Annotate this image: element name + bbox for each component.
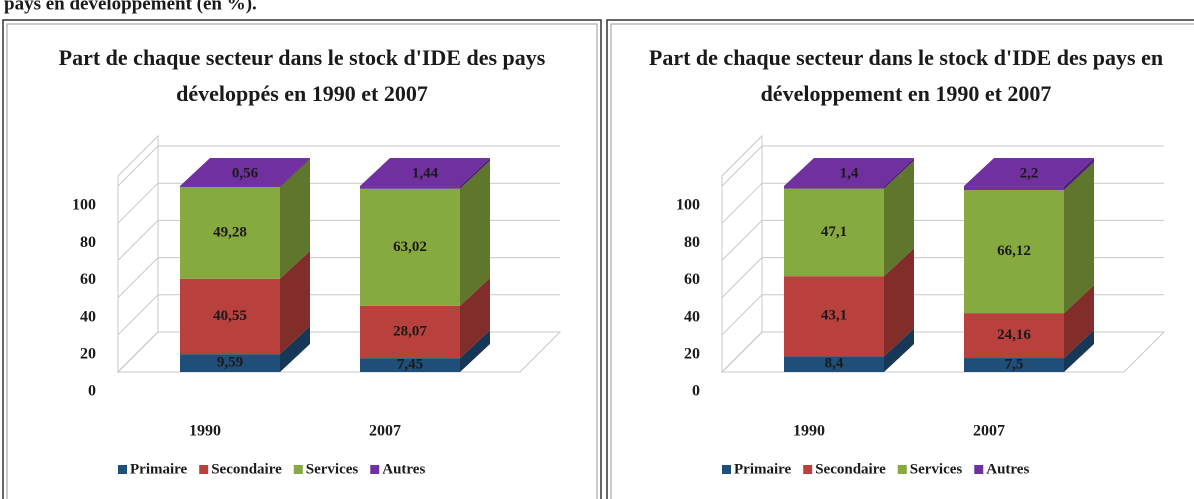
bar-top xyxy=(784,158,914,186)
bar-side xyxy=(884,248,914,357)
bar xyxy=(180,187,280,279)
legend-label: Autres xyxy=(986,461,1029,477)
bar xyxy=(180,354,280,372)
legend-swatch xyxy=(897,465,907,474)
x-tick-label: 2007 xyxy=(973,423,1005,440)
bar xyxy=(784,356,884,372)
y-tick-label: 20 xyxy=(80,345,96,362)
value-label: 2,2 xyxy=(1020,165,1039,181)
bar xyxy=(180,278,280,355)
bar-top xyxy=(964,158,1094,187)
bar-top xyxy=(180,158,310,187)
legend-label: Services xyxy=(910,461,963,477)
x-tick-label: 1990 xyxy=(189,423,221,440)
legend-label: Services xyxy=(306,461,359,477)
bar xyxy=(964,313,1064,359)
legend-swatch xyxy=(974,465,984,474)
chart-title: développés en 1990 et 2007 xyxy=(176,81,428,106)
y-tick-label: 100 xyxy=(72,197,96,214)
y-tick-label: 60 xyxy=(80,271,96,288)
value-label: 63,02 xyxy=(393,239,427,255)
value-label: 43,1 xyxy=(821,308,847,324)
panel-border xyxy=(606,19,1194,499)
value-label: 7,45 xyxy=(397,357,423,373)
bar-top xyxy=(360,158,490,187)
y-tick-label: 0 xyxy=(88,383,96,400)
value-label: 66,12 xyxy=(997,243,1031,259)
bar xyxy=(360,188,460,306)
y-tick-label: 0 xyxy=(692,383,700,400)
legend-label: Primaire xyxy=(734,461,792,477)
legend-swatch xyxy=(370,465,380,474)
bar-side xyxy=(460,158,490,189)
bar-side xyxy=(884,158,914,189)
legend-swatch xyxy=(803,465,813,474)
value-label: 47,1 xyxy=(821,224,847,240)
legend-label: Secondaire xyxy=(211,461,282,477)
y-tick-label: 60 xyxy=(684,271,700,288)
legend-swatch xyxy=(722,465,731,474)
grid-line xyxy=(117,145,560,187)
y-tick-label: 40 xyxy=(684,308,700,325)
value-label: 7,5 xyxy=(1005,356,1024,372)
bar-side xyxy=(460,277,490,359)
legend-label: Autres xyxy=(382,461,425,477)
legend-label: Secondaire xyxy=(815,461,886,477)
bar xyxy=(360,305,460,359)
value-label: 49,28 xyxy=(213,224,247,240)
chart-title: Part de chaque secteur dans le stock d'I… xyxy=(59,45,546,70)
chart-title: Part de chaque secteur dans le stock d'I… xyxy=(649,45,1163,70)
bar-side xyxy=(1064,162,1094,314)
x-tick-label: 1990 xyxy=(793,423,825,440)
panel-border xyxy=(610,23,1194,499)
value-label: 24,16 xyxy=(997,327,1031,343)
bar xyxy=(360,186,460,189)
y-tick-label: 100 xyxy=(676,197,700,214)
chart-title: développement en 1990 et 2007 xyxy=(761,81,1052,106)
value-label: 0,56 xyxy=(232,165,259,181)
grid-line xyxy=(721,145,1164,187)
value-label: 40,55 xyxy=(213,308,247,324)
bar xyxy=(964,190,1064,314)
bar-side xyxy=(460,330,490,372)
bar-side xyxy=(460,160,490,306)
value-label: 1,4 xyxy=(840,165,859,181)
header: pays en développement (en %). xyxy=(4,0,257,14)
bar-side xyxy=(280,326,310,372)
legend-swatch xyxy=(293,465,303,474)
value-label: 9,59 xyxy=(217,355,243,371)
value-label: 28,07 xyxy=(393,323,427,339)
bar xyxy=(784,186,884,189)
bar-side xyxy=(1064,330,1094,372)
bar xyxy=(360,358,460,372)
x-tick-label: 2007 xyxy=(369,423,401,440)
panel-border xyxy=(2,19,602,499)
legend-swatch xyxy=(199,465,209,474)
legend-swatch xyxy=(118,465,127,474)
bar xyxy=(784,276,884,357)
bar xyxy=(964,358,1064,372)
bar xyxy=(964,186,1064,191)
bar xyxy=(784,188,884,277)
value-label: 1,44 xyxy=(412,165,439,181)
y-tick-label: 20 xyxy=(684,345,700,362)
y-tick-label: 40 xyxy=(80,308,96,325)
y-tick-label: 80 xyxy=(80,234,96,251)
y-tick-label: 80 xyxy=(684,234,700,251)
bar-side xyxy=(280,159,310,279)
panel-border xyxy=(6,23,598,499)
bar-side xyxy=(884,160,914,277)
bar xyxy=(180,186,280,188)
bar-side xyxy=(1064,158,1094,191)
bar-side xyxy=(280,158,310,188)
bar-side xyxy=(884,328,914,372)
legend-label: Primaire xyxy=(130,461,188,477)
value-label: 8,4 xyxy=(825,356,844,372)
bar-side xyxy=(280,250,310,355)
bar-side xyxy=(1064,285,1094,359)
